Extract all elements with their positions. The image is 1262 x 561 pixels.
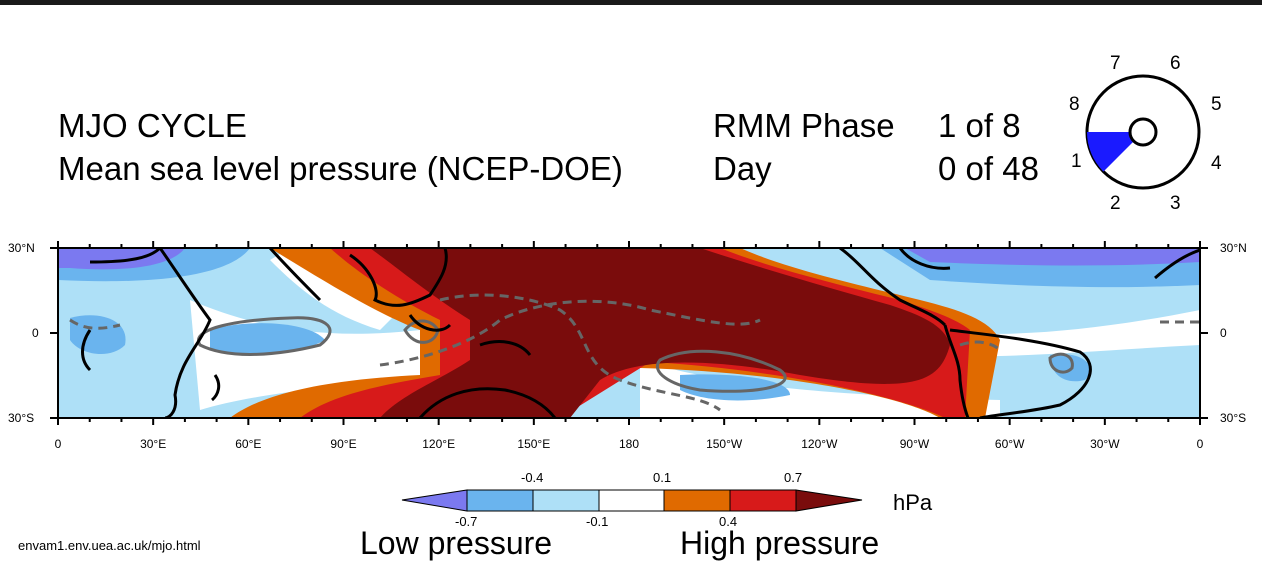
x-axis-tick-labels: 0 30°E 60°E 90°E 120°E 150°E 180 150°W 120°W 90°W… [55,437,1204,451]
dial-number-1: 1 [1071,151,1082,172]
x-tick-label: 0 [1197,437,1204,451]
y-tick-right-30s: 30°S [1220,411,1247,425]
dial-number-4: 4 [1211,153,1222,174]
dial-number-2: 2 [1110,193,1121,214]
phase-dial-sector [1087,132,1143,172]
x-tick-label: 120°E [422,437,455,451]
x-tick-label: 180 [619,437,639,451]
y-tick-left-30n: 30°N [8,241,35,255]
colorbar [401,489,863,512]
x-tick-label: 60°E [235,437,261,451]
y-tick-left-0: 0 [32,326,39,340]
colorbar-tick-top-3: 0.7 [784,470,803,485]
dial-number-7: 7 [1110,53,1121,74]
dial-number-5: 5 [1211,94,1222,115]
day-label: Day [713,150,772,187]
x-tick-label: 0 [55,437,62,451]
y-tick-right-30n: 30°N [1220,241,1247,255]
dial-number-6: 6 [1170,53,1181,74]
x-tick-label: 150°E [517,437,550,451]
low-pressure-label: Low pressure [360,525,553,561]
x-tick-label: 60°W [995,437,1025,451]
pressure-map [58,248,1200,418]
top-border [0,0,1262,5]
phase-value: 1 of 8 [938,107,1021,144]
dial-number-8: 8 [1069,94,1080,115]
phase-dial [1085,74,1201,190]
high-pressure-label: High pressure [680,525,880,561]
x-axis-ticks [50,241,1208,425]
y-tick-right-0: 0 [1220,326,1227,340]
dial-number-3: 3 [1170,193,1181,214]
figure-subtitle: Mean sea level pressure (NCEP-DOE) [58,150,623,187]
x-tick-label: 120°W [801,437,838,451]
colorbar-tick-top-1: -0.4 [521,470,544,485]
source-url: envam1.env.uea.ac.uk/mjo.html [18,538,201,553]
day-value: 0 of 48 [938,150,1039,187]
x-tick-label: 30°E [140,437,166,451]
phase-label: RMM Phase [713,107,895,144]
x-tick-label: 90°E [330,437,356,451]
x-tick-label: 150°W [706,437,743,451]
colorbar-tick-bottom-3: 0.4 [719,514,738,529]
y-tick-left-30s: 30°S [8,411,35,425]
colorbar-tick-top-2: 0.1 [653,470,672,485]
colorbar-unit: hPa [893,490,933,515]
x-tick-label: 30°W [1090,437,1120,451]
colorbar-tick-bottom-2: -0.1 [586,514,609,529]
colorbar-tick-bottom-1: -0.7 [455,514,478,529]
figure-title: MJO CYCLE [58,107,247,144]
x-tick-label: 90°W [900,437,930,451]
